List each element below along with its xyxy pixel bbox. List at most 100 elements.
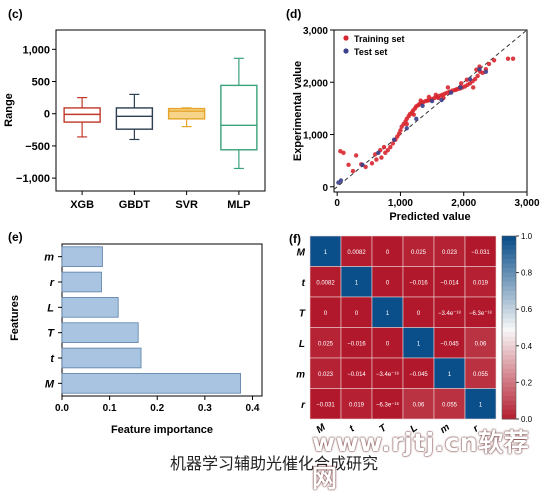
colorbar-segment (502, 382, 516, 388)
training-point (341, 150, 346, 156)
training-point (426, 94, 432, 100)
training-point (350, 168, 356, 174)
heatmap-cell-label: −0.031 (316, 402, 335, 408)
colorbar-tick-label: 0.2 (521, 378, 533, 387)
colorbar-segment (502, 373, 516, 379)
training-point (445, 85, 451, 90)
heatmap-cell (309, 296, 342, 328)
x-tick-label: 2,000 (451, 198, 476, 209)
heatmap-cell-label: 0.06 (413, 402, 425, 408)
test-point (477, 66, 482, 72)
y-tick-label: 0 (322, 183, 328, 194)
heatmap-cell (464, 357, 497, 389)
heatmap-row-label: m (296, 369, 305, 380)
colorbar-segment (502, 300, 516, 306)
training-point (369, 161, 375, 166)
heatmap-cell-label: −0.016 (347, 341, 366, 347)
heatmap-cell-label: 1 (417, 341, 421, 347)
x-tick-label: 0.3 (198, 403, 212, 414)
colorbar-segment (502, 254, 516, 260)
colorbar-segment (502, 304, 516, 310)
heatmap-cell (464, 388, 497, 420)
heatmap-cell-label: −6.3e⁻¹⁸ (376, 401, 399, 408)
heatmap-cell (371, 388, 404, 420)
watermark: www.rjtj.cn软荐网 (312, 428, 530, 493)
training-point (385, 147, 390, 153)
training-point (388, 144, 393, 150)
heatmap-row-label: t (302, 278, 306, 289)
y-tick-label: m (44, 252, 54, 264)
box-plot-frame (55, 29, 266, 192)
y-tick-label: t (50, 353, 55, 365)
colorbar-segment (502, 327, 516, 333)
colorbar-segment (502, 396, 516, 402)
heatmap-row-label: r (301, 400, 306, 411)
heatmap-cell-label: 1 (448, 372, 452, 378)
colorbar-segment (502, 405, 516, 411)
colorbar-segment (502, 236, 516, 242)
colorbar-tick-label: 1.0 (521, 232, 533, 241)
legend-marker-test (343, 48, 349, 54)
heatmap-cell-label: −0.045 (409, 372, 428, 378)
panel-label-f: (f) (289, 232, 301, 246)
heatmap-cell (464, 235, 497, 267)
x-tick-label: 1,000 (388, 198, 413, 209)
box-plot-ylabel: Range (3, 93, 15, 127)
test-point (483, 69, 489, 75)
colorbar-segment (502, 359, 516, 365)
y-tick-label: r (50, 277, 55, 289)
training-point (491, 58, 497, 63)
bar-frame (61, 243, 263, 397)
colorbar-segment (502, 277, 516, 283)
colorbar-segment (502, 313, 516, 319)
box-gbdt (115, 107, 154, 130)
heatmap-cell (433, 266, 466, 298)
test-point (414, 116, 419, 122)
legend-marker-training (343, 35, 349, 41)
figure-caption: 机器学习辅助光催化合成研究 (169, 454, 378, 473)
bar-t (61, 347, 142, 369)
colorbar-segment (502, 295, 516, 301)
colorbar-segment (502, 400, 516, 406)
y-tick-label: T (47, 328, 55, 340)
test-point (376, 150, 381, 156)
colorbar-segment (502, 263, 516, 269)
x-tick-label: SVR (175, 199, 198, 211)
training-point (346, 162, 351, 168)
colorbar-segment (502, 354, 516, 361)
heatmap-cell-label: 0.055 (473, 372, 489, 378)
training-point (418, 98, 423, 103)
heatmap-cell-label: 0.025 (411, 250, 427, 256)
training-point (353, 153, 359, 158)
heatmap-cell-label: −3.4e⁻¹⁸ (438, 310, 461, 317)
panel-label-c: (c) (8, 7, 23, 21)
heatmap-cell-label: 0.023 (442, 250, 458, 256)
x-tick-label: 0 (334, 198, 340, 209)
training-point (486, 61, 492, 67)
figure-canvas: (c) (d) (e) (f) Range 1,000 500 0 −500 −1,00… (3, 7, 540, 436)
heatmap-cell (340, 357, 373, 389)
training-point (472, 76, 478, 82)
heatmap-cell (371, 357, 404, 389)
colorbar-segment (502, 368, 516, 374)
colorbar-segment (502, 290, 516, 296)
heatmap-cell (371, 327, 404, 359)
colorbar-segment (502, 350, 516, 356)
colorbar-segment (502, 272, 516, 278)
colorbar-segment (502, 245, 516, 251)
heatmap-cell-label: −0.045 (440, 341, 459, 347)
bar-ylabel: Features (9, 295, 21, 341)
colorbar-segment (502, 332, 516, 338)
colorbar-segment (502, 309, 516, 315)
y-tick-label: 500 (32, 77, 50, 89)
heatmap-cell-label: 0.06 (475, 341, 487, 347)
test-point (391, 137, 397, 142)
test-point (420, 103, 425, 108)
colorbar-tick-label: 0.4 (521, 342, 533, 351)
training-point (436, 95, 441, 101)
heatmap-cell (433, 327, 466, 359)
heatmap-cell-label: 0 (386, 250, 390, 256)
bar-xlabel: Feature importance (111, 424, 213, 436)
scatter-panel: Experimental value Predicted value 00 1,0… (292, 26, 540, 223)
heatmap-cell-label: 0.0082 (347, 250, 366, 256)
